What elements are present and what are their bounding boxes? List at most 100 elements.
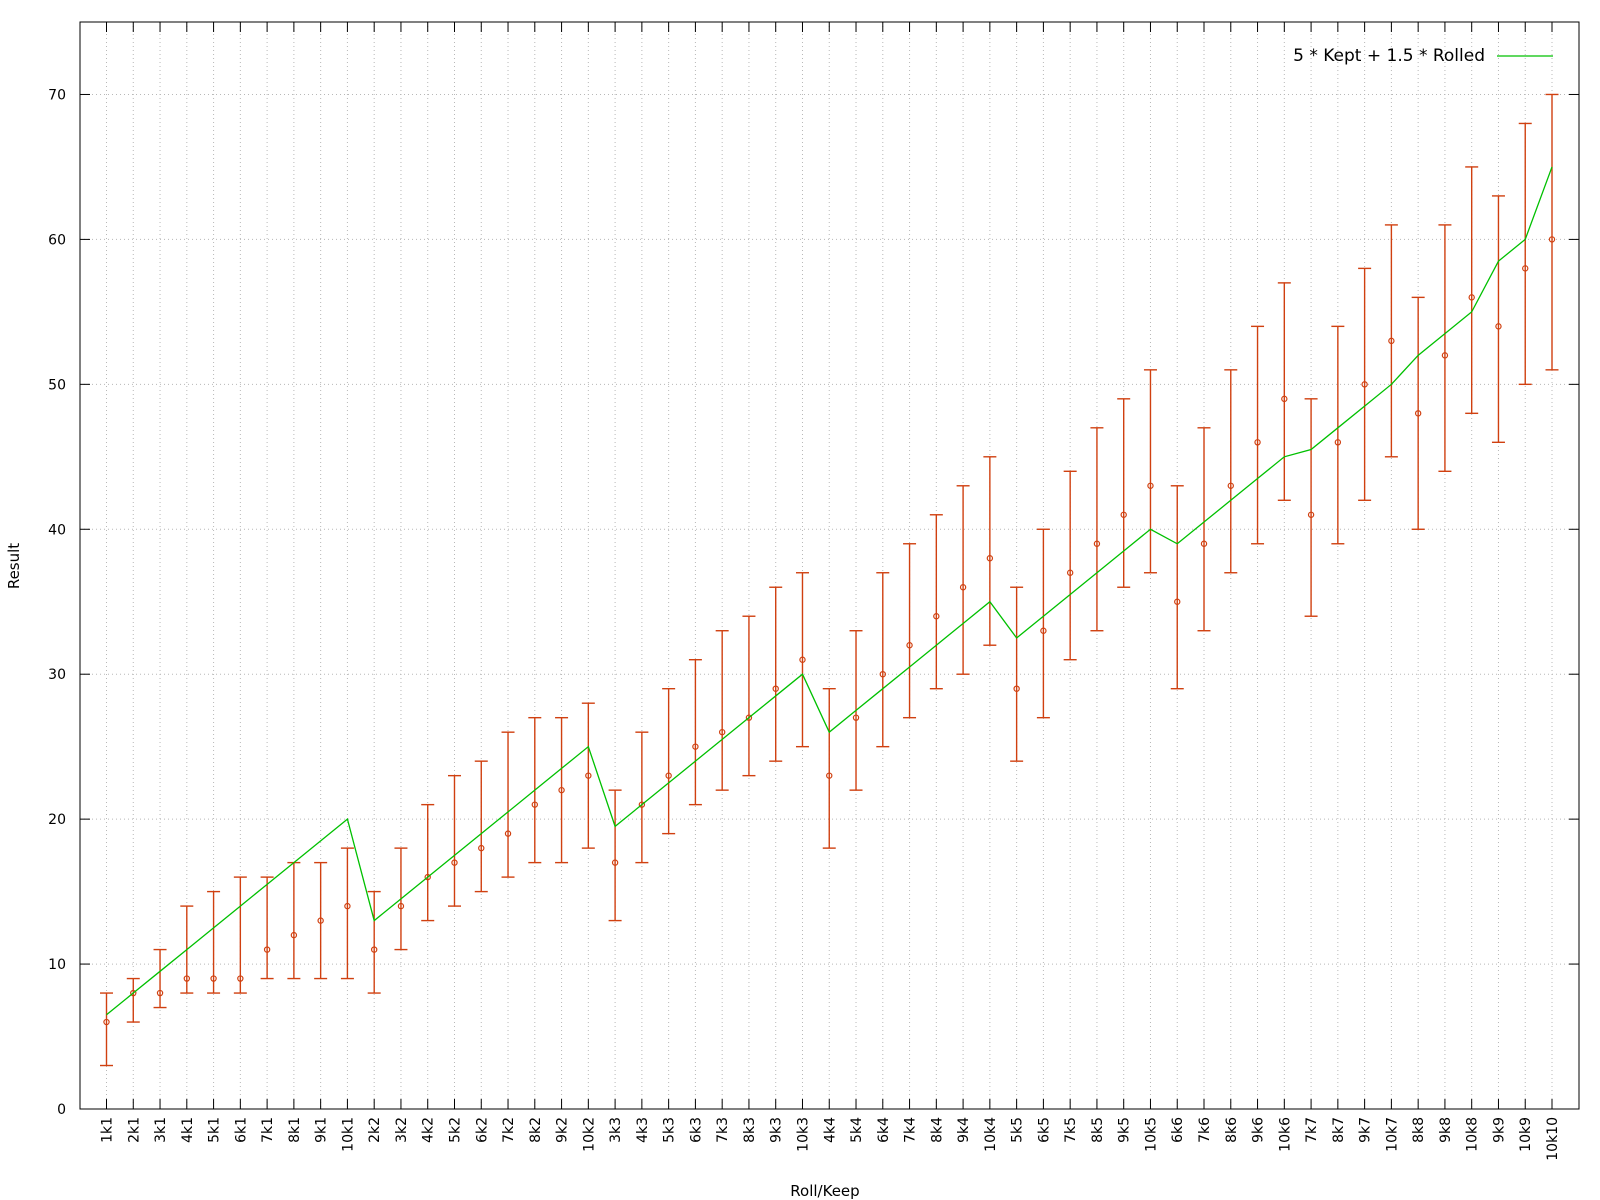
legend: 5 * Kept + 1.5 * Rolled [1293,46,1553,66]
data-point [1548,236,1556,243]
series-line [106,166,1553,1016]
x-tick-label: 8k5 [1090,1117,1106,1143]
x-tick-label: 5k5 [1010,1117,1026,1143]
y-tick-label: 10 [48,957,66,973]
x-tick-label: 10k7 [1384,1117,1400,1152]
data-point [665,772,672,779]
x-tick-label: 2k2 [367,1117,383,1143]
data-point [317,917,324,924]
data-point [799,656,806,663]
data-point [1093,540,1101,547]
x-tick-label: 4k2 [421,1117,437,1143]
data-point [424,873,431,881]
x-tick-label: 10k10 [1545,1117,1561,1161]
x-tick-label: 6k1 [233,1117,249,1143]
data-point [826,772,833,779]
y-tick-labels: 0 10 20 30 40 50 60 70 [48,87,66,1118]
x-tick-label: 9k7 [1358,1117,1374,1143]
data-point [290,931,298,939]
x-tick-label: 6k2 [474,1117,490,1143]
data-point [1334,439,1342,446]
data-point [344,902,351,910]
x-tick-label: 6k4 [876,1117,892,1143]
x-tick-label: 7k2 [501,1117,517,1143]
x-tick-label: 5k4 [849,1117,865,1143]
x-tick-label: 6k3 [688,1117,704,1143]
data-point [370,946,378,953]
x-tick-label: 10k5 [1143,1117,1159,1152]
data-point [959,584,967,591]
x-tick-label: 6k6 [1170,1117,1186,1143]
x-tick-label: 5k2 [447,1117,463,1143]
data-point [1200,540,1208,547]
data-point [585,772,592,779]
data-point [745,714,753,721]
legend-label: 5 * Kept + 1.5 * Rolled [1293,46,1485,66]
x-tick-label: 4k4 [822,1117,838,1143]
x-tick-label: 5k1 [207,1117,223,1143]
x-tick-label: 7k4 [903,1117,919,1143]
data-point [478,844,485,852]
data-point [183,975,191,982]
plot-frame [79,21,1580,1110]
data-point [879,671,886,678]
x-tick-label: 3k3 [608,1117,624,1143]
data-point [1147,482,1154,489]
y-tick-label: 60 [48,232,66,248]
y-tick-label: 20 [48,812,66,828]
data-point [263,946,271,953]
x-tick-label: 5k3 [662,1117,678,1143]
data-point [451,859,458,866]
x-tick-label: 1k1 [100,1117,116,1143]
y-axis-label: Result [5,543,23,589]
x-tick-label: 7k5 [1063,1117,1079,1143]
x-tick-label: 7k7 [1304,1117,1320,1143]
x-tick-label: 8k4 [929,1117,945,1143]
x-tick-label: 10k8 [1465,1117,1481,1152]
data-point [1468,294,1475,301]
data-point [718,728,726,736]
data-point [852,714,860,721]
grid [80,22,1579,1109]
data-point [1120,511,1127,518]
data-point [1414,410,1422,417]
x-tick-label: 9k2 [555,1117,571,1143]
data-point [933,613,940,620]
data-point [504,830,512,837]
x-tick-label: 10k3 [795,1117,811,1152]
data-point [638,801,646,808]
data-point [558,786,565,794]
data-point [611,859,619,866]
data-point [772,685,779,692]
data-point [1522,265,1529,272]
data-point [130,989,137,997]
data-point [1307,511,1315,518]
data-point [1066,569,1074,576]
x-tick-label: 10k1 [340,1117,356,1152]
x-tick-label: 10k9 [1518,1117,1534,1152]
data-point [1227,482,1234,489]
data-point [237,975,244,982]
x-tick-label: 3k2 [394,1117,410,1143]
x-tick-label: 9k9 [1491,1117,1507,1143]
x-tick-label: 9k4 [956,1117,972,1143]
x-tick-label: 8k6 [1224,1117,1240,1143]
axis-ticks [80,22,1579,1110]
data-point [531,801,538,808]
x-tick-label: 8k7 [1331,1117,1347,1143]
x-tick-label: 2k1 [126,1117,142,1143]
x-tick-label: 8k3 [742,1117,758,1143]
y-tick-label: 40 [48,522,66,538]
data-point [1495,323,1502,330]
data-point [1254,439,1261,446]
data-point [1441,352,1449,359]
y-tick-label: 70 [48,87,66,103]
data-point [986,555,994,562]
data-point [1013,685,1020,692]
data-point [210,975,217,982]
data-point [1361,381,1368,388]
x-tick-labels: 1k1 2k1 3k1 4k1 5k1 6k1 7k1 8k1 9k1 10k1 2k2 3k2 4k2… [100,1117,1562,1161]
x-tick-label: 3k1 [153,1117,169,1143]
x-tick-label: 4k3 [635,1117,651,1143]
